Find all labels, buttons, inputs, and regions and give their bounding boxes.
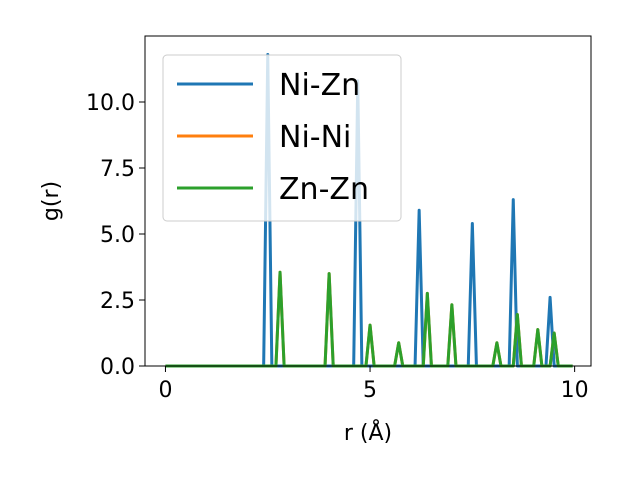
legend-box xyxy=(162,54,402,222)
y-tick-label: 0.0 xyxy=(100,355,135,380)
y-tick-label: 7.5 xyxy=(100,157,135,182)
x-axis-ticks: 0 5 10 xyxy=(158,366,589,403)
plot-area-frame xyxy=(144,35,592,367)
y-tick-label: 10.0 xyxy=(86,91,135,116)
y-axis-label: g(r) xyxy=(39,181,64,221)
legend-entry-label: Ni-Zn xyxy=(279,68,360,103)
x-axis-label: r (Å) xyxy=(344,419,392,446)
legend-entry-label: Zn-Zn xyxy=(279,172,369,207)
y-tick-label: 2.5 xyxy=(100,289,135,314)
y-tick-label: 5.0 xyxy=(100,223,135,248)
legend: Ni-Zn Ni-Ni Zn-Zn xyxy=(162,54,402,222)
x-tick-label: 0 xyxy=(158,378,172,403)
y-axis-ticks: 0.0 2.5 5.0 7.5 10.0 xyxy=(86,91,145,380)
legend-entry-label: Ni-Ni xyxy=(279,120,351,155)
x-tick-label: 5 xyxy=(363,378,377,403)
x-tick-label: 10 xyxy=(561,378,589,403)
